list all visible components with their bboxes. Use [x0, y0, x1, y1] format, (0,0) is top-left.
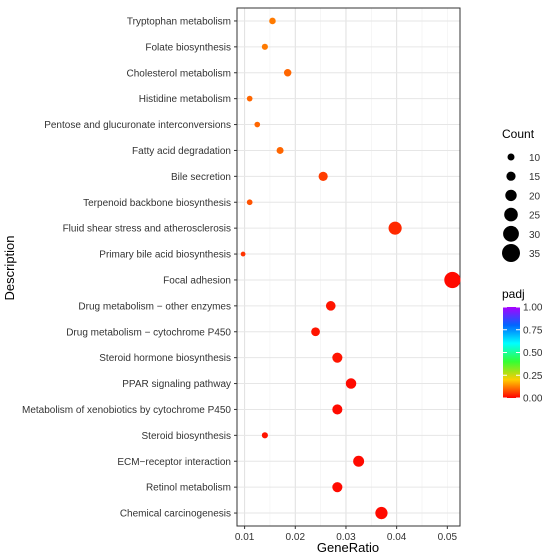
y-tick-label: Terpenoid backbone biosynthesis	[83, 198, 231, 209]
point	[276, 146, 284, 154]
point	[444, 271, 461, 289]
count-legend-label: 30	[529, 230, 541, 241]
y-tick-label: Histidine metabolism	[139, 94, 231, 105]
point	[240, 251, 246, 257]
count-legend-key	[504, 207, 518, 222]
point	[311, 327, 320, 337]
count-legend-key	[505, 189, 517, 202]
point	[332, 482, 343, 493]
count-legend-label: 35	[529, 249, 541, 260]
y-tick-label: Retinol metabolism	[146, 483, 231, 494]
y-tick-label: Bile secretion	[171, 172, 231, 183]
y-tick-label: Folate biosynthesis	[145, 42, 231, 53]
point	[254, 121, 261, 128]
padj-tick-label: 0.50	[523, 348, 543, 359]
count-legend-title: Count	[502, 127, 535, 141]
padj-tick-label: 0.00	[523, 394, 543, 405]
count-legend-key	[503, 225, 519, 242]
y-tick-label: Drug metabolism − cytochrome P450	[66, 327, 231, 338]
gridlines	[237, 8, 460, 526]
x-tick-label: 0.03	[336, 532, 356, 543]
padj-tick-label: 1.00	[523, 303, 543, 314]
point	[318, 171, 328, 181]
point	[261, 432, 268, 439]
y-axis-title: Description	[2, 235, 17, 300]
point	[345, 378, 357, 389]
x-tick-label: 0.01	[235, 532, 255, 543]
count-legend-key	[506, 171, 516, 181]
x-tick-label: 0.04	[387, 532, 407, 543]
point	[261, 43, 268, 50]
y-tick-label: Cholesterol metabolism	[127, 68, 232, 79]
y-tick-label: PPAR signaling pathway	[122, 379, 231, 390]
point	[388, 221, 402, 235]
count-legend-label: 15	[529, 172, 541, 183]
count-legend-key	[507, 153, 515, 161]
point	[375, 506, 388, 520]
point	[246, 199, 253, 206]
count-legend-label: 25	[529, 211, 541, 222]
padj-legend: padj 1.00 0.75 0.50 0.25 0.00	[502, 287, 543, 405]
padj-tick-label: 0.25	[523, 371, 543, 382]
count-legend-label: 10	[529, 153, 541, 164]
point	[332, 404, 343, 415]
y-tick-label: Tryptophan metabolism	[127, 16, 231, 27]
x-axis-ticks: 0.01 0.02 0.03 0.04 0.05	[235, 526, 458, 543]
point	[246, 95, 253, 102]
y-tick-label: Steroid biosynthesis	[142, 431, 232, 442]
x-tick-label: 0.02	[286, 532, 306, 543]
y-axis-ticks: Tryptophan metabolism Folate biosynthesis…	[22, 16, 237, 520]
y-tick-label: Focal adhesion	[163, 275, 231, 286]
y-tick-label: ECM−receptor interaction	[117, 457, 231, 468]
x-tick-label: 0.05	[438, 532, 458, 543]
y-tick-label: Steroid hormone biosynthesis	[99, 353, 231, 364]
y-tick-label: Drug metabolism − other enzymes	[78, 301, 231, 312]
y-tick-label: Fatty acid degradation	[132, 146, 231, 157]
count-legend-label: 20	[529, 191, 541, 202]
y-tick-label: Pentose and glucuronate interconversions	[44, 120, 231, 131]
point	[283, 69, 292, 77]
point	[269, 17, 276, 25]
y-tick-label: Fluid shear stress and atherosclerosis	[63, 224, 231, 235]
padj-colorbar	[503, 307, 520, 398]
point	[325, 301, 336, 311]
points-layer	[240, 17, 461, 520]
point	[353, 455, 365, 467]
y-tick-label: Chemical carcinogenesis	[120, 509, 231, 520]
y-tick-label: Metabolism of xenobiotics by cytochrome …	[22, 405, 231, 416]
plot-panel	[236, 7, 461, 527]
x-axis-title: GeneRatio	[317, 540, 379, 555]
point	[332, 352, 343, 363]
count-legend: Count 10 15 20 25 30 35	[502, 127, 541, 262]
y-tick-label: Primary bile acid biosynthesis	[99, 250, 231, 261]
padj-tick-label: 0.75	[523, 325, 543, 336]
padj-legend-title: padj	[502, 287, 525, 301]
count-legend-key	[502, 244, 520, 262]
